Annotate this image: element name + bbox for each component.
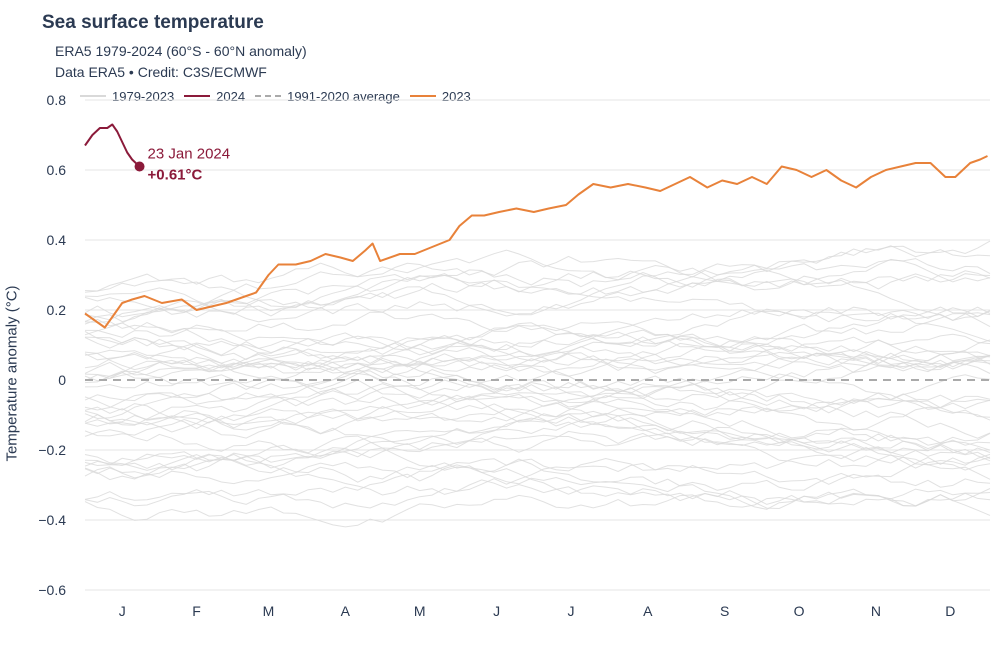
history-line bbox=[84, 458, 991, 510]
history-line bbox=[84, 426, 991, 479]
history-line bbox=[84, 282, 991, 327]
series-line-y2023[interactable] bbox=[84, 155, 988, 329]
history-line bbox=[84, 345, 991, 402]
history-line bbox=[84, 479, 991, 510]
history-line bbox=[84, 379, 991, 439]
history-line bbox=[84, 336, 991, 372]
legend-swatch-history bbox=[80, 95, 106, 97]
y-tick-label: −0.2 bbox=[38, 442, 66, 458]
y-tick-label: 0.2 bbox=[47, 302, 67, 318]
history-line bbox=[84, 412, 991, 471]
history-line bbox=[84, 456, 991, 507]
x-tick-label: A bbox=[643, 603, 653, 619]
history-line bbox=[84, 373, 991, 426]
history-line bbox=[84, 347, 991, 389]
x-tick-label: J bbox=[119, 603, 126, 619]
history-line bbox=[84, 432, 991, 480]
annotation-value: +0.61°C bbox=[148, 167, 203, 184]
history-line bbox=[84, 308, 991, 356]
y-tick-label: 0.8 bbox=[47, 92, 67, 108]
annotation-date: 23 Jan 2024 bbox=[148, 146, 231, 163]
history-line bbox=[84, 394, 991, 462]
history-line bbox=[84, 349, 991, 384]
subtitle-credit: Data ERA5 • Credit: C3S/ECMWF bbox=[55, 64, 267, 80]
x-tick-label: F bbox=[192, 603, 201, 619]
legend-swatch-average bbox=[255, 95, 282, 97]
x-tick-label: A bbox=[341, 603, 351, 619]
subtitle-dataset: ERA5 1979-2024 (60°S - 60°N anomaly) bbox=[55, 43, 307, 59]
history-line bbox=[84, 370, 991, 446]
history-line bbox=[84, 270, 991, 316]
history-line bbox=[84, 453, 991, 516]
x-tick-label: O bbox=[794, 603, 805, 619]
history-line bbox=[84, 249, 991, 292]
history-line bbox=[84, 240, 991, 318]
history-line bbox=[84, 258, 991, 321]
axis-labels: 0.8 0.6 0.4 0.2 0 −0.2 −0.4 −0.6 J F M A M J J A S O N D bbox=[38, 92, 955, 619]
history-line bbox=[84, 359, 991, 424]
legend-swatch-2023 bbox=[409, 95, 436, 97]
annotation-group: 23 Jan 2024 +0.61°C bbox=[134, 146, 231, 184]
x-tick-label: N bbox=[871, 603, 881, 619]
y-tick-label: −0.4 bbox=[38, 512, 66, 528]
x-tick-label: S bbox=[720, 603, 729, 619]
legend-swatch-2024 bbox=[184, 95, 211, 97]
history-line bbox=[84, 488, 991, 528]
history-line bbox=[84, 321, 991, 362]
history-line bbox=[84, 351, 991, 413]
history-line bbox=[84, 310, 991, 360]
chart-title: Sea surface temperature bbox=[42, 12, 264, 33]
history-line bbox=[84, 303, 991, 369]
y-tick-label: 0.6 bbox=[47, 162, 67, 178]
y-tick-label: 0.4 bbox=[47, 232, 67, 248]
history-line bbox=[84, 446, 991, 496]
gridlines bbox=[85, 99, 990, 591]
history-line bbox=[85, 245, 991, 338]
history-line bbox=[84, 255, 991, 293]
latest-2024-point[interactable] bbox=[134, 161, 145, 172]
history-series-group bbox=[84, 240, 991, 528]
x-tick-label: J bbox=[567, 603, 574, 619]
x-tick-label: M bbox=[263, 603, 275, 619]
chart-subtitle: ERA5 1979-2024 (60°S - 60°N anomaly) Dat… bbox=[55, 41, 307, 83]
history-line bbox=[84, 333, 991, 383]
history-line bbox=[84, 264, 991, 317]
series-line-y2024[interactable] bbox=[84, 123, 141, 168]
y-tick-label: −0.6 bbox=[38, 582, 66, 598]
series-group bbox=[84, 123, 990, 381]
x-tick-label: D bbox=[945, 603, 955, 619]
y-tick-label: 0 bbox=[58, 372, 66, 388]
x-tick-label: M bbox=[414, 603, 426, 619]
x-tick-label: J bbox=[493, 603, 500, 619]
history-line bbox=[84, 324, 991, 377]
history-line bbox=[84, 429, 991, 488]
history-line bbox=[84, 395, 991, 431]
history-line bbox=[84, 315, 991, 372]
history-line bbox=[84, 396, 991, 446]
